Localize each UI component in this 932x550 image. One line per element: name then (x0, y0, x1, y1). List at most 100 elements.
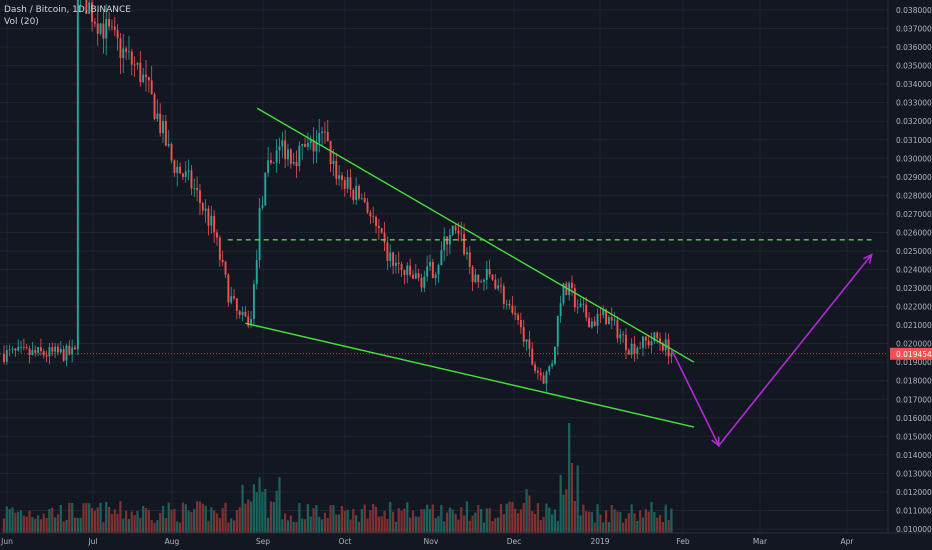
candle-body (360, 198, 363, 200)
candle-body (386, 242, 389, 261)
volume-bar (590, 512, 593, 533)
candle-body (130, 51, 133, 65)
candle-body (613, 319, 616, 321)
candle-body (619, 334, 622, 339)
volume-bar (312, 508, 315, 533)
candle-body (335, 160, 338, 179)
candle-body (576, 307, 579, 308)
volume-bar (454, 514, 457, 533)
candle-body (110, 26, 113, 28)
candle-body (454, 225, 457, 231)
volume-bar (235, 509, 238, 533)
volume-bar (423, 509, 426, 533)
volume-bar (397, 508, 400, 533)
candle-body (65, 345, 68, 361)
time-tick-label: Dec (507, 537, 522, 546)
candle-body (593, 321, 596, 326)
volume-bar (494, 518, 497, 533)
volume-bar (261, 491, 264, 533)
candle-body (485, 268, 488, 280)
price-tick-label: 0.025000 (896, 247, 932, 256)
volume-bar (562, 494, 565, 533)
volume-bar (366, 518, 369, 533)
candle-body (153, 94, 156, 119)
candle-body (417, 273, 420, 278)
volume-bar (499, 504, 503, 533)
candle-body (304, 143, 306, 147)
volume-bar (633, 513, 636, 533)
candle-body (517, 314, 519, 321)
candle-body (539, 372, 542, 376)
volume-bar (400, 510, 403, 533)
volume-bar (125, 510, 128, 533)
volume-bar (247, 499, 250, 533)
volume-bar (349, 519, 352, 533)
volume-bar (622, 522, 625, 533)
volume-bar (482, 522, 486, 533)
candle-body (159, 113, 162, 134)
current-price-label-bg (890, 347, 932, 360)
candle-body (625, 334, 627, 351)
candle-body (377, 225, 380, 229)
volume-bar (409, 517, 412, 533)
volume-bar (653, 511, 656, 533)
volume-bar (65, 519, 68, 533)
upper-trendline (256, 107, 695, 363)
volume-bar (36, 515, 40, 533)
candle-body (431, 262, 434, 279)
volume-bar (647, 511, 650, 533)
candle-body (605, 309, 608, 325)
volume-bar (187, 510, 190, 533)
volume-bar (372, 503, 375, 533)
volume-bar (585, 511, 588, 533)
volume-bar (144, 508, 148, 533)
volume-bar (161, 505, 165, 533)
time-tick-label: Sep (256, 537, 270, 546)
volume-bar (292, 521, 295, 533)
volume-bar (156, 520, 159, 533)
volume-bar (139, 517, 142, 533)
candle-body (494, 279, 497, 289)
candle-body (227, 274, 230, 303)
time-tick-label: Aug (165, 537, 180, 546)
candle-body (375, 216, 377, 226)
candle-body (142, 74, 145, 83)
candle-body (150, 80, 153, 95)
candle-body (434, 274, 437, 279)
volume-bar (85, 502, 88, 533)
volume-bar (431, 504, 434, 533)
candle-body (315, 142, 318, 152)
candle-body (534, 364, 537, 371)
candle-body (607, 317, 610, 325)
candle-body (31, 350, 34, 355)
candle-body (250, 319, 253, 326)
candle-body (380, 228, 383, 233)
candle-body (352, 189, 355, 200)
volume-bar (184, 504, 187, 533)
volume-bar (411, 510, 415, 533)
volume-bar (28, 510, 31, 533)
volume-bar (389, 502, 392, 533)
candle-body (102, 23, 105, 39)
volume-bar (468, 520, 471, 533)
candle-body (201, 202, 204, 211)
time-axis[interactable]: Jun Jul Aug Sep Oct Nov Dec 2019 Feb Mar Apr (0, 532, 932, 550)
candle-body (255, 260, 258, 285)
volume-bar (275, 490, 278, 533)
volume-indicator-label: Vol (20) (4, 17, 39, 27)
volume-bar (76, 517, 79, 533)
volume-bar (434, 518, 437, 533)
candle-body (661, 343, 664, 351)
volume-bar (281, 519, 284, 533)
candle-body (287, 149, 289, 160)
volume-bar (127, 518, 131, 533)
volume-bar (284, 513, 287, 533)
candle-body (37, 347, 40, 353)
volume-bar (147, 509, 150, 533)
price-axis[interactable]: 0.038000 0.037000 0.036000 0.035000 0.034000… (887, 0, 932, 550)
price-tick-label: 0.018000 (896, 377, 932, 386)
volume-bar (113, 509, 116, 533)
volume-bar (198, 501, 202, 533)
volume-bar (414, 516, 417, 533)
